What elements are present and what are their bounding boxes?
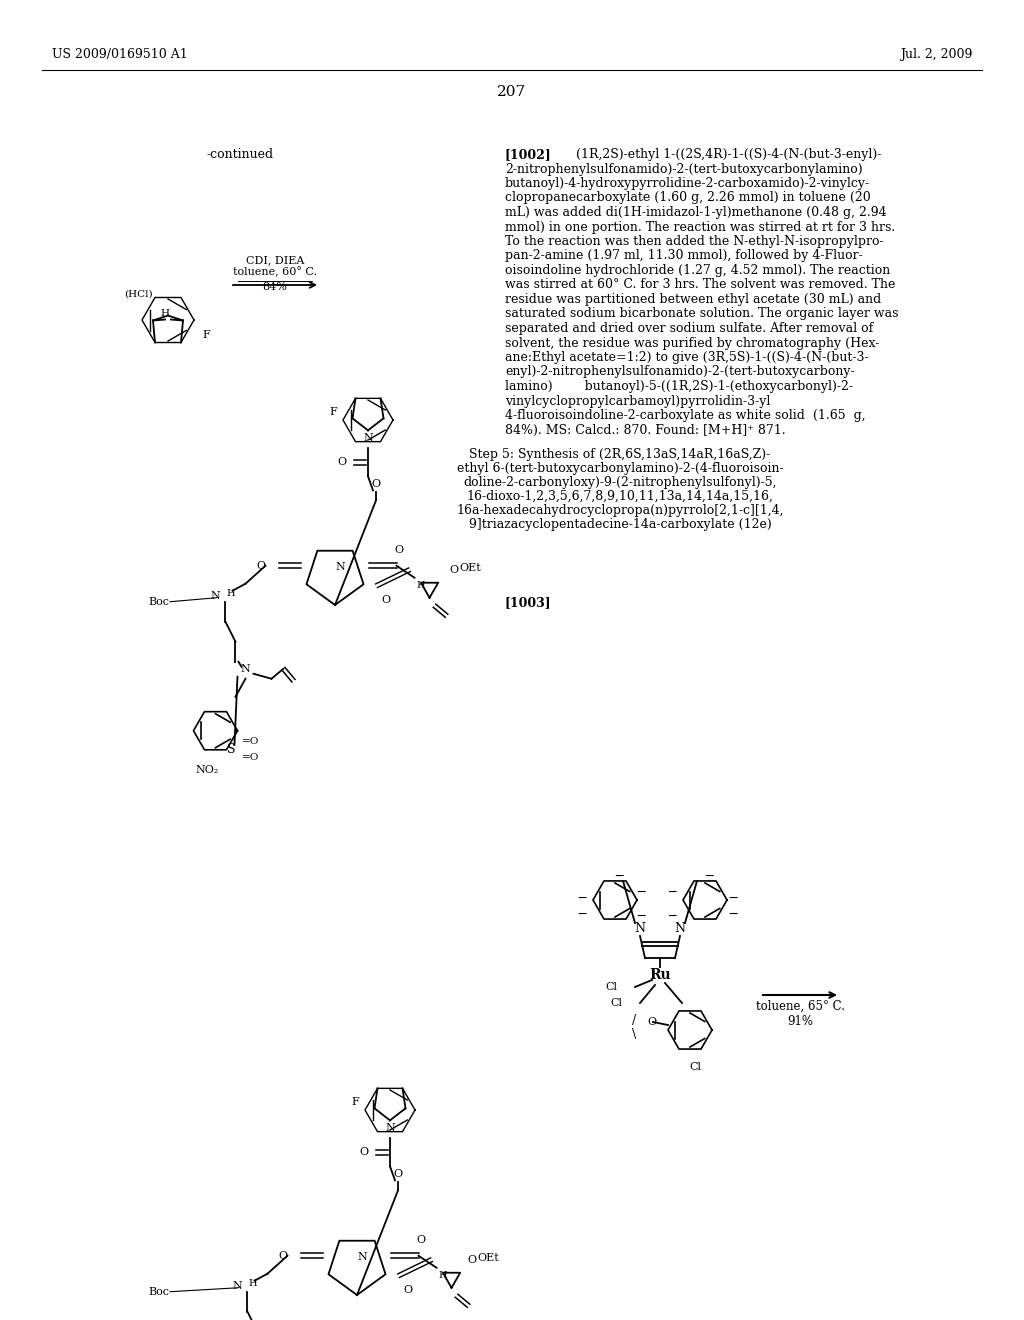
Text: O: O — [450, 565, 459, 574]
Text: H: H — [248, 1279, 257, 1288]
Text: OEt: OEt — [460, 562, 481, 573]
Text: H: H — [417, 581, 425, 590]
Text: mmol) in one portion. The reaction was stirred at rt for 3 hrs.: mmol) in one portion. The reaction was s… — [505, 220, 895, 234]
Text: [1002]: [1002] — [505, 148, 552, 161]
Text: 16-dioxo-1,2,3,5,6,7,8,9,10,11,13a,14,14a,15,16,: 16-dioxo-1,2,3,5,6,7,8,9,10,11,13a,14,14… — [467, 490, 773, 503]
Text: Boc: Boc — [148, 1287, 169, 1296]
Text: ─: ─ — [729, 892, 736, 906]
Text: O: O — [279, 1251, 288, 1261]
Text: lamino)        butanoyl)-5-((1R,2S)-1-(ethoxycarbonyl)-2-: lamino) butanoyl)-5-((1R,2S)-1-(ethoxyca… — [505, 380, 853, 393]
Text: CDI, DIEA: CDI, DIEA — [246, 255, 304, 265]
Text: ─: ─ — [578, 908, 586, 921]
Text: H: H — [161, 309, 170, 318]
Text: was stirred at 60° C. for 3 hrs. The solvent was removed. The: was stirred at 60° C. for 3 hrs. The sol… — [505, 279, 895, 292]
Text: (HCl): (HCl) — [124, 290, 153, 300]
Text: H: H — [226, 589, 234, 598]
Text: ─: ─ — [705, 870, 713, 883]
Text: Jul. 2, 2009: Jul. 2, 2009 — [900, 48, 972, 61]
Text: enyl)-2-nitrophenylsulfonamido)-2-(tert-butoxycarbony-: enyl)-2-nitrophenylsulfonamido)-2-(tert-… — [505, 366, 855, 379]
Text: N: N — [385, 1123, 395, 1134]
Text: 16a-hexadecahydrocyclopropa(n)pyrrolo[2,1-c][1,4,: 16a-hexadecahydrocyclopropa(n)pyrrolo[2,… — [457, 504, 783, 517]
Text: butanoyl)-4-hydroxypyrrolidine-2-carboxamido)-2-vinylcy-: butanoyl)-4-hydroxypyrrolidine-2-carboxa… — [505, 177, 870, 190]
Text: ─: ─ — [615, 870, 623, 883]
Text: N: N — [357, 1251, 367, 1262]
Text: Step 5: Synthesis of (2R,6S,13aS,14aR,16aS,Z)-: Step 5: Synthesis of (2R,6S,13aS,14aR,16… — [469, 447, 771, 461]
Text: oisoindoline hydrochloride (1.27 g, 4.52 mmol). The reaction: oisoindoline hydrochloride (1.27 g, 4.52… — [505, 264, 890, 277]
Text: separated and dried over sodium sulfate. After removal of: separated and dried over sodium sulfate.… — [505, 322, 873, 335]
Text: N: N — [241, 664, 250, 673]
Text: Ru: Ru — [649, 968, 671, 982]
Text: O: O — [468, 1255, 476, 1265]
Text: O: O — [417, 1234, 426, 1245]
Text: ─: ─ — [578, 892, 586, 906]
Text: -continued: -continued — [207, 148, 273, 161]
Text: O: O — [382, 595, 391, 605]
Text: O: O — [371, 479, 380, 490]
Text: /: / — [632, 1014, 636, 1027]
Text: 9]triazacyclopentadecine-14a-carboxylate (12e): 9]triazacyclopentadecine-14a-carboxylate… — [469, 517, 771, 531]
Text: solvent, the residue was purified by chromatography (Hex-: solvent, the residue was purified by chr… — [505, 337, 880, 350]
Text: 91%: 91% — [787, 1015, 813, 1028]
Text: =O: =O — [242, 738, 259, 746]
Text: O: O — [403, 1284, 413, 1295]
Text: F: F — [202, 330, 210, 341]
Text: US 2009/0169510 A1: US 2009/0169510 A1 — [52, 48, 187, 61]
Text: toluene, 60° C.: toluene, 60° C. — [233, 267, 317, 277]
Text: doline-2-carbonyloxy)-9-(2-nitrophenylsulfonyl)-5,: doline-2-carbonyloxy)-9-(2-nitrophenylsu… — [463, 477, 777, 488]
Text: Boc: Boc — [148, 597, 169, 607]
Text: N: N — [364, 433, 373, 444]
Text: N: N — [675, 921, 685, 935]
Text: O: O — [394, 545, 403, 554]
Text: N: N — [335, 562, 345, 572]
Text: ─: ─ — [637, 886, 644, 899]
Text: Cl: Cl — [610, 998, 622, 1008]
Text: N: N — [635, 921, 645, 935]
Text: 84%: 84% — [262, 282, 288, 292]
Text: 2-nitrophenylsulfonamido)-2-(tert-butoxycarbonylamino): 2-nitrophenylsulfonamido)-2-(tert-butoxy… — [505, 162, 862, 176]
Text: Cl: Cl — [605, 982, 617, 993]
Text: F: F — [351, 1097, 358, 1107]
Text: F: F — [329, 407, 337, 417]
Text: To the reaction was then added the N-ethyl-N-isopropylpro-: To the reaction was then added the N-eth… — [505, 235, 884, 248]
Text: =O: =O — [242, 754, 259, 762]
Text: pan-2-amine (1.97 ml, 11.30 mmol), followed by 4-Fluor-: pan-2-amine (1.97 ml, 11.30 mmol), follo… — [505, 249, 863, 263]
Text: mL) was added di(1H-imidazol-1-yl)methanone (0.48 g, 2.94: mL) was added di(1H-imidazol-1-yl)methan… — [505, 206, 887, 219]
Text: ane:Ethyl acetate=1:2) to give (3R,5S)-1-((S)-4-(N-(but-3-: ane:Ethyl acetate=1:2) to give (3R,5S)-1… — [505, 351, 868, 364]
Text: saturated sodium bicarbonate solution. The organic layer was: saturated sodium bicarbonate solution. T… — [505, 308, 898, 321]
Text: O: O — [337, 457, 346, 467]
Text: 207: 207 — [498, 84, 526, 99]
Text: toluene, 65° C.: toluene, 65° C. — [756, 1001, 845, 1012]
Text: ─: ─ — [668, 909, 676, 923]
Text: S: S — [227, 743, 236, 756]
Text: ethyl 6-(tert-butoxycarbonylamino)-2-(4-fluoroisoin-: ethyl 6-(tert-butoxycarbonylamino)-2-(4-… — [457, 462, 783, 475]
Text: [1003]: [1003] — [505, 597, 552, 609]
Text: O: O — [393, 1170, 402, 1179]
Text: ─: ─ — [668, 886, 676, 899]
Text: Cl: Cl — [689, 1063, 701, 1072]
Text: H: H — [438, 1271, 447, 1280]
Text: N: N — [211, 591, 220, 601]
Text: O: O — [647, 1016, 656, 1027]
Text: 84%). MS: Calcd.: 870. Found: [M+H]⁺ 871.: 84%). MS: Calcd.: 870. Found: [M+H]⁺ 871… — [505, 424, 785, 437]
Text: residue was partitioned between ethyl acetate (30 mL) and: residue was partitioned between ethyl ac… — [505, 293, 882, 306]
Text: ─: ─ — [637, 909, 644, 923]
Text: ─: ─ — [729, 908, 736, 921]
Text: \: \ — [632, 1028, 636, 1041]
Text: O: O — [256, 561, 265, 570]
Text: clopropanecarboxylate (1.60 g, 2.26 mmol) in toluene (20: clopropanecarboxylate (1.60 g, 2.26 mmol… — [505, 191, 870, 205]
Text: O: O — [358, 1147, 368, 1158]
Text: N: N — [232, 1280, 243, 1291]
Text: vinylcyclopropylcarbamoyl)pyrrolidin-3-yl: vinylcyclopropylcarbamoyl)pyrrolidin-3-y… — [505, 395, 770, 408]
Text: 4-fluoroisoindoline-2-carboxylate as white solid  (1.65  g,: 4-fluoroisoindoline-2-carboxylate as whi… — [505, 409, 865, 422]
Text: NO₂: NO₂ — [196, 764, 219, 775]
Text: OEt: OEt — [477, 1253, 500, 1263]
Text: (1R,2S)-ethyl 1-((2S,4R)-1-((S)-4-(N-(but-3-enyl)-: (1R,2S)-ethyl 1-((2S,4R)-1-((S)-4-(N-(bu… — [560, 148, 882, 161]
